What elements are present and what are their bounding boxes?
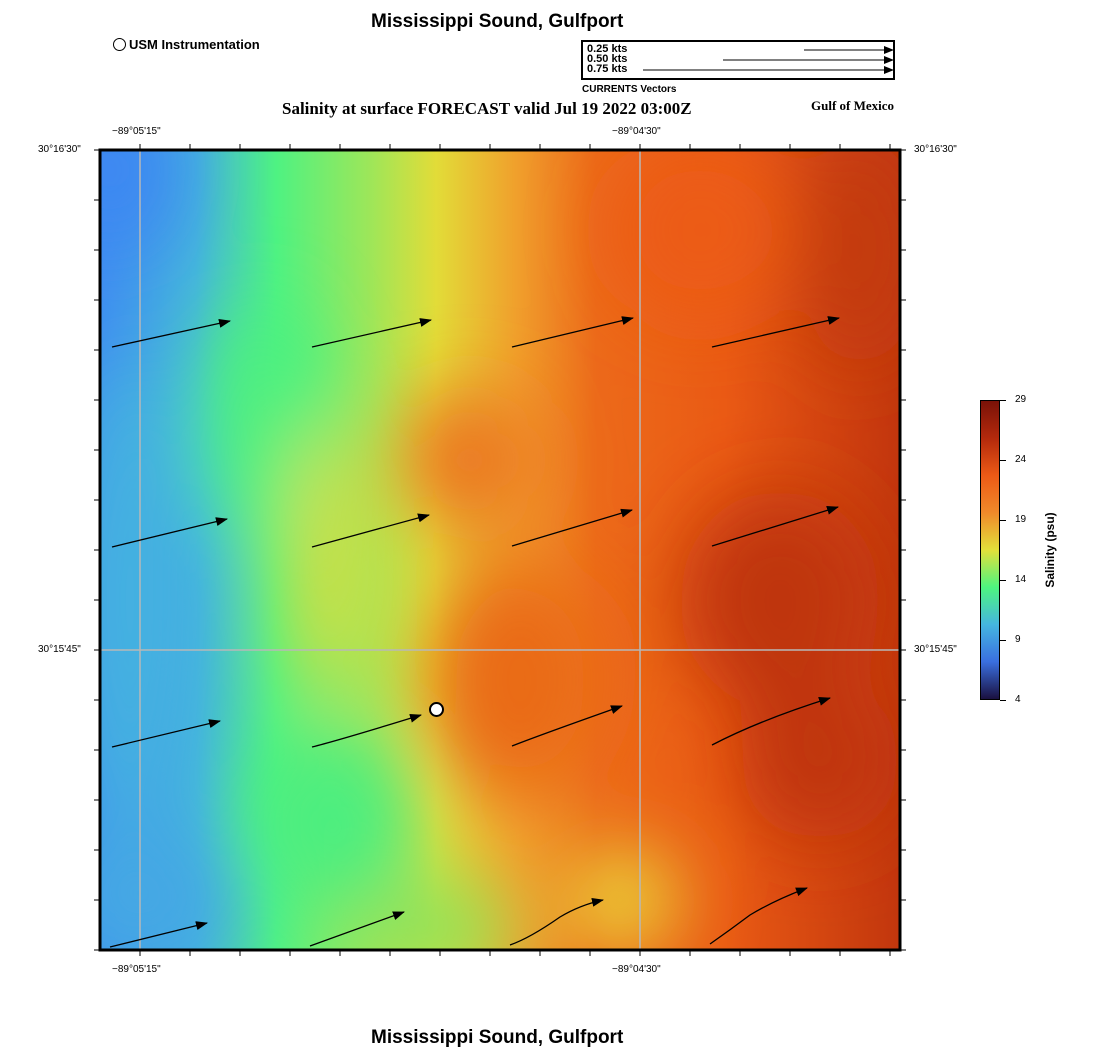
colorbar-tick-mark — [1000, 400, 1006, 401]
colorbar-tick-mark — [1000, 580, 1006, 581]
lon-label-top-1: −89°05'15" — [112, 126, 161, 137]
vector-legend-entry: 0.75 kts — [587, 63, 628, 75]
colorbar-tick-label: 9 — [1015, 634, 1021, 645]
current-arrow-icon — [111, 517, 228, 548]
vector-legend-entry: 0.50 kts — [587, 53, 628, 65]
vector-legend-caption: CURRENTS Vectors — [582, 84, 677, 95]
colorbar-tick-label: 19 — [1015, 514, 1027, 525]
colorbar-tick-mark — [1000, 640, 1006, 641]
current-arrow-icon — [309, 911, 405, 947]
current-arrow-icon — [311, 318, 432, 348]
marker-legend-label: USM Instrumentation — [129, 37, 260, 52]
current-arrow-icon — [311, 713, 422, 748]
current-arrow-icon — [111, 719, 221, 748]
salinity-field — [100, 150, 900, 950]
vector-legend-arrows — [643, 46, 893, 74]
graticule — [100, 150, 900, 950]
colorbar-label: Salinity (psu) — [1043, 512, 1057, 588]
current-arrow-icon — [711, 697, 831, 746]
current-arrow-icon — [311, 513, 430, 548]
current-arrow-icon — [711, 505, 839, 547]
lat-label-left-1: 30°16'30" — [38, 144, 81, 155]
map-frame — [98, 148, 902, 952]
lat-label-right-1: 30°16'30" — [914, 144, 957, 155]
marker-legend: USM Instrumentation — [113, 37, 260, 52]
lon-label-top-2: −89°04'30" — [612, 126, 661, 137]
current-vectors — [109, 316, 840, 948]
top-title: Mississippi Sound, Gulfport — [371, 11, 624, 32]
station-circle-icon — [113, 38, 126, 51]
vector-legend: 0.25 kts 0.50 kts 0.75 kts — [581, 40, 895, 80]
colorbar-tick-label: 4 — [1015, 694, 1021, 705]
colorbar-tick-mark — [1000, 460, 1006, 461]
current-arrow-icon — [709, 887, 808, 945]
current-arrow-icon — [109, 921, 208, 948]
lat-label-right-2: 30°15'45" — [914, 644, 957, 655]
current-arrow-icon — [509, 897, 604, 946]
station-marker[interactable] — [429, 702, 444, 717]
current-arrow-icon — [511, 316, 634, 348]
colorbar-tick-label: 14 — [1015, 574, 1027, 585]
salinity-colorbar — [980, 400, 1000, 700]
current-arrow-icon — [111, 318, 231, 348]
current-arrow-icon — [511, 508, 633, 547]
forecast-title: Salinity at surface FORECAST valid Jul 1… — [282, 99, 692, 118]
colorbar-tick-mark — [1000, 520, 1006, 521]
bottom-title: Mississippi Sound, Gulfport — [371, 1027, 624, 1048]
colorbar-tick-label: 24 — [1015, 454, 1027, 465]
lon-label-bottom-1: −89°05'15" — [112, 964, 161, 975]
region-label: Gulf of Mexico — [811, 98, 895, 113]
current-arrow-icon — [511, 705, 623, 747]
lon-label-bottom-2: −89°04'30" — [612, 964, 661, 975]
colorbar-tick-label: 29 — [1015, 394, 1027, 405]
lat-label-left-2: 30°15'45" — [38, 644, 81, 655]
current-arrow-icon — [711, 316, 840, 348]
colorbar-tick-mark — [1000, 700, 1006, 701]
vector-legend-entry: 0.25 kts — [587, 43, 628, 55]
